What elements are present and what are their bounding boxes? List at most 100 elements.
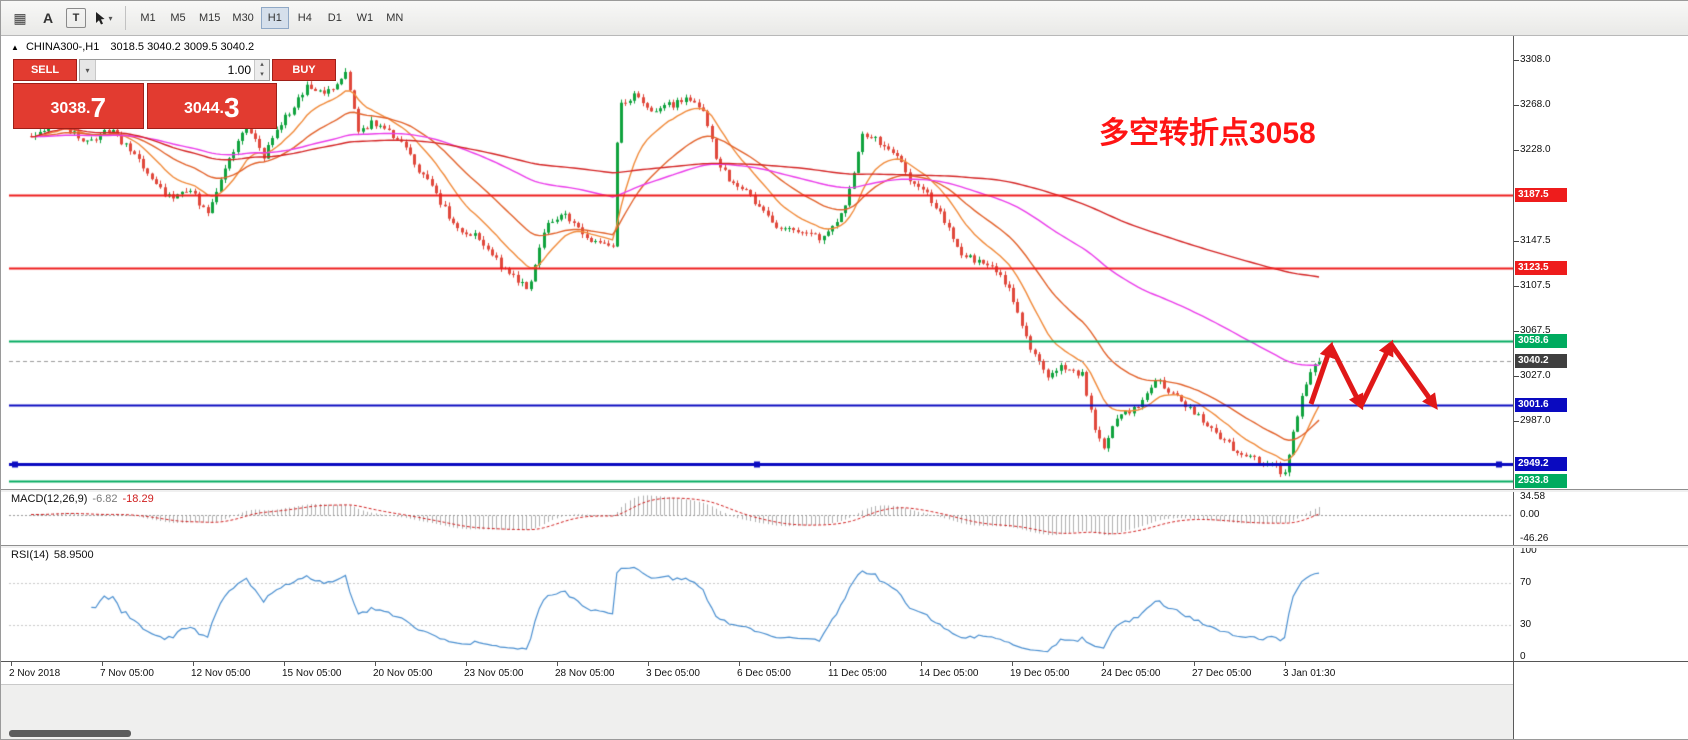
timeframe-button-h4[interactable]: H4	[291, 7, 319, 29]
toolbar: ▦ A T ▾ M1 M5 M15 M30 H1 H4 D1 W1 MN	[1, 1, 1688, 36]
time-tick-label: 6 Dec 05:00	[737, 668, 791, 679]
price-level-badge: 3123.5	[1515, 260, 1567, 275]
timeframe-button-m30[interactable]: M30	[227, 7, 258, 29]
price-scale[interactable]: 3308.0 3268.0 3228.0 3147.5 3107.5 3067.5 3027…	[1513, 36, 1688, 739]
time-tick	[830, 662, 831, 666]
macd-scale-label: 34.58	[1520, 491, 1546, 502]
timeframe-button-mn[interactable]: MN	[381, 7, 409, 29]
scale-tick	[1514, 105, 1519, 106]
time-tick-label: 23 Nov 05:00	[464, 668, 524, 679]
time-tick-label: 12 Nov 05:00	[191, 668, 251, 679]
price-level-badge: 2933.8	[1515, 474, 1567, 489]
time-tick-label: 20 Nov 05:00	[373, 668, 433, 679]
timeframe-button-m5[interactable]: M5	[164, 7, 192, 29]
bottom-strip	[1, 684, 1688, 739]
toolbar-separator	[125, 6, 126, 30]
time-tick	[1194, 662, 1195, 666]
time-tick-label: 2 Nov 2018	[9, 668, 61, 679]
cursor-tool-icon[interactable]: ▾	[91, 5, 117, 31]
chart-header: ▲ CHINA300-,H1 3018.5 3040.2 3009.5 3040…	[11, 41, 254, 53]
time-tick	[739, 662, 740, 666]
time-tick	[102, 662, 103, 666]
time-axis-border	[1, 661, 1688, 662]
chevron-down-icon: ▾	[108, 13, 113, 23]
rsi-name: RSI(14)	[11, 549, 49, 561]
time-tick	[284, 662, 285, 666]
price-tick-label: 3268.0	[1520, 98, 1551, 110]
macd-scale-label: -46.26	[1520, 533, 1549, 544]
price-level-badge: 3001.6	[1515, 398, 1567, 412]
price-tick-label: 3228.0	[1520, 143, 1551, 155]
time-tick-label: 7 Nov 05:00	[100, 668, 154, 679]
price-tick-label: 3067.5	[1520, 324, 1551, 336]
horizontal-scrollbar-thumb[interactable]	[9, 730, 131, 737]
spinner-down-icon[interactable]: ▾	[255, 70, 269, 80]
rsi-scale-label: 30	[1520, 619, 1532, 631]
volume-dropdown-arrow-icon[interactable]: ▾	[80, 60, 96, 80]
time-tick	[11, 662, 12, 666]
text-label-tool-icon[interactable]: T	[66, 8, 86, 28]
time-tick-label: 15 Nov 05:00	[282, 668, 342, 679]
timeframe-bar: M1 M5 M15 M30 H1 H4 D1 W1 MN	[133, 7, 410, 29]
macd-signal-value: -18.29	[122, 493, 154, 505]
rsi-scale-label: 100	[1520, 545, 1537, 556]
buy-price-display[interactable]: 3044. 3	[146, 83, 277, 129]
text-tool-icon[interactable]: A	[42, 10, 54, 26]
cursor-arrow-icon	[96, 11, 106, 24]
price-level-badge: 2949.2	[1515, 457, 1567, 472]
rsi-value: 58.9500	[53, 549, 94, 561]
chart-annotation[interactable]: 多空转折点3058	[1099, 117, 1316, 150]
timeframe-button-m1[interactable]: M1	[134, 7, 162, 29]
buy-button[interactable]: BUY	[272, 59, 336, 81]
rsi-canvas[interactable]	[1, 547, 1513, 661]
macd-label: MACD(12,26,9) -6.82 -18.29	[11, 493, 159, 505]
time-tick-label: 28 Nov 05:00	[555, 668, 615, 679]
volume-control: ▾ ▴▾	[79, 59, 270, 81]
time-tick-label: 14 Dec 05:00	[919, 668, 979, 679]
time-tick	[193, 662, 194, 666]
time-tick	[466, 662, 467, 666]
timeframe-button-m15[interactable]: M15	[194, 7, 225, 29]
chart-symbol-timeframe: CHINA300-,H1	[25, 41, 100, 53]
panel-separator[interactable]	[1, 489, 1688, 492]
time-tick	[1103, 662, 1104, 666]
rsi-scale-label: 0	[1520, 651, 1526, 662]
time-tick-label: 3 Dec 05:00	[646, 668, 700, 679]
panel-separator[interactable]	[1, 545, 1688, 548]
sell-price-int: 3038.	[50, 100, 91, 117]
time-tick-label: 11 Dec 05:00	[828, 668, 887, 679]
price-tick-label: 3147.5	[1520, 234, 1551, 246]
scale-tick	[1514, 421, 1519, 422]
time-axis[interactable]: 2 Nov 2018 7 Nov 05:00 12 Nov 05:00 15 Nov …	[1, 662, 1513, 684]
current-price-badge: 3040.2	[1515, 354, 1567, 369]
price-tick-label: 3027.0	[1520, 370, 1551, 382]
macd-canvas[interactable]	[1, 491, 1513, 545]
timeframe-button-d1[interactable]: D1	[321, 7, 349, 29]
sell-button[interactable]: SELL	[13, 59, 77, 81]
macd-name: MACD(12,26,9)	[11, 493, 88, 505]
chart-workspace: ▲ CHINA300-,H1 3018.5 3040.2 3009.5 3040…	[1, 36, 1688, 739]
volume-input[interactable]	[96, 60, 254, 80]
scale-tick	[1514, 331, 1519, 332]
macd-scale-label: 0.00	[1520, 508, 1540, 520]
macd-main-value: -6.82	[92, 493, 118, 505]
chart-ohlc-values: 3018.5 3040.2 3009.5 3040.2	[110, 41, 255, 53]
volume-spinner[interactable]: ▴ ▾	[254, 60, 269, 80]
timeframe-button-w1[interactable]: W1	[351, 7, 379, 29]
scale-tick	[1514, 60, 1519, 61]
price-tick-label: 2987.0	[1520, 415, 1551, 427]
timeframe-button-h1[interactable]: H1	[260, 7, 289, 29]
grid-icon[interactable]: ▦	[13, 9, 27, 26]
collapse-icon[interactable]: ▲	[11, 43, 19, 52]
price-tick-label: 3107.5	[1520, 279, 1551, 291]
time-tick-label: 19 Dec 05:00	[1010, 668, 1070, 679]
sell-price-display[interactable]: 3038. 7	[13, 83, 144, 129]
buy-price-int: 3044.	[183, 100, 224, 117]
time-tick-label: 24 Dec 05:00	[1101, 668, 1161, 679]
buy-price-frac: 3	[223, 92, 240, 123]
scale-tick	[1514, 241, 1519, 242]
spinner-up-icon[interactable]: ▴	[255, 60, 269, 70]
time-tick	[375, 662, 376, 666]
time-tick	[921, 662, 922, 666]
